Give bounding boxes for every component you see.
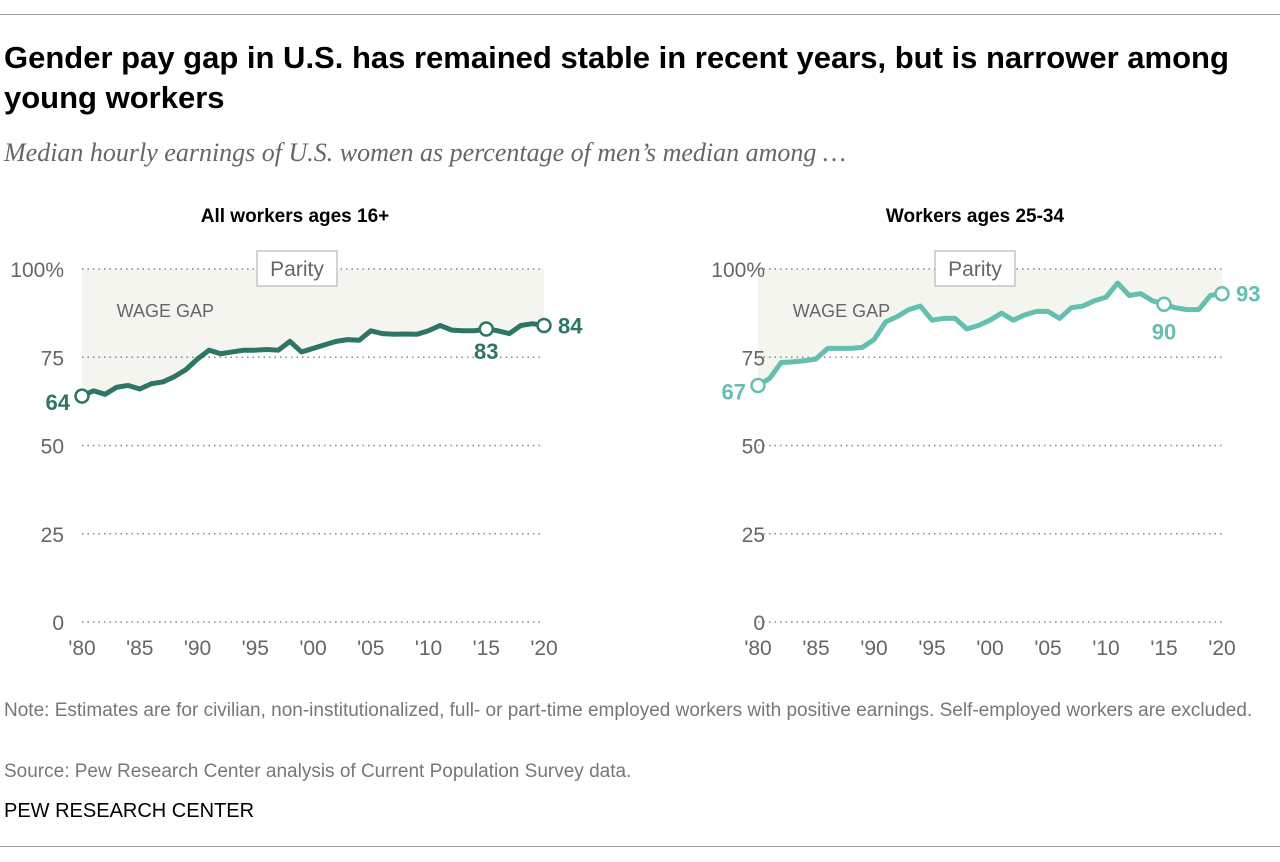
data-point-marker bbox=[536, 317, 552, 334]
series-line bbox=[80, 321, 545, 399]
wage-gap-label: WAGE GAP bbox=[793, 301, 890, 321]
y-tick-label: 100% bbox=[711, 259, 765, 282]
panel-title: Workers ages 25-34 bbox=[886, 206, 1065, 227]
x-tick-label: '85 bbox=[126, 637, 153, 660]
y-tick-label: 50 bbox=[742, 436, 765, 459]
wage-gap-area bbox=[82, 269, 544, 397]
parity-label: Parity bbox=[948, 258, 1002, 281]
parity-box bbox=[934, 250, 1016, 287]
x-tick-label: '00 bbox=[976, 637, 1003, 660]
data-label: 83 bbox=[474, 339, 498, 364]
x-tick-label: '15 bbox=[1150, 637, 1177, 660]
x-tick-label: '85 bbox=[802, 637, 829, 660]
x-tick-label: '10 bbox=[415, 637, 442, 660]
data-point-marker bbox=[1156, 296, 1172, 313]
parity-label: Parity bbox=[270, 258, 324, 281]
y-tick-label: 25 bbox=[742, 524, 765, 547]
x-tick-label: '15 bbox=[473, 637, 500, 660]
x-tick-label: '95 bbox=[242, 637, 269, 660]
data-label: 64 bbox=[46, 390, 71, 415]
data-point-marker bbox=[1214, 285, 1230, 302]
y-tick-label: 75 bbox=[742, 347, 765, 370]
x-tick-label: '20 bbox=[1208, 637, 1235, 660]
y-tick-label: 0 bbox=[753, 612, 765, 635]
data-point-marker bbox=[478, 321, 494, 337]
x-tick-label: '05 bbox=[357, 637, 384, 660]
data-point-marker bbox=[74, 388, 90, 404]
x-tick-label: '90 bbox=[860, 637, 887, 660]
note: Note: Estimates are for civilian, non-in… bbox=[4, 700, 1253, 721]
y-tick-label: 50 bbox=[41, 436, 64, 459]
y-tick-label: 25 bbox=[41, 524, 64, 547]
data-label: 84 bbox=[558, 313, 583, 338]
x-tick-label: '95 bbox=[918, 637, 945, 660]
data-label: 67 bbox=[722, 379, 746, 404]
bottom-rule bbox=[0, 846, 1280, 847]
source: Source: Pew Research Center analysis of … bbox=[4, 761, 632, 782]
x-tick-label: '80 bbox=[68, 637, 95, 660]
chart-title: Gender pay gap in U.S. has remained stab… bbox=[4, 40, 1229, 115]
x-tick-label: '20 bbox=[530, 637, 557, 660]
y-tick-label: 75 bbox=[41, 347, 64, 370]
y-tick-label: 100% bbox=[10, 259, 64, 282]
data-label: 90 bbox=[1152, 319, 1176, 344]
chart-subtitle: Median hourly earnings of U.S. women as … bbox=[4, 138, 847, 167]
x-tick-label: '10 bbox=[1092, 637, 1119, 660]
data-point-marker bbox=[750, 377, 766, 394]
series-line bbox=[756, 280, 1223, 388]
top-rule bbox=[0, 14, 1280, 15]
panel-title: All workers ages 16+ bbox=[201, 206, 390, 227]
data-label: 93 bbox=[1236, 282, 1260, 307]
wage-gap-area bbox=[758, 269, 1222, 386]
parity-box bbox=[256, 250, 338, 287]
x-tick-label: '05 bbox=[1034, 637, 1061, 660]
x-tick-label: '80 bbox=[744, 637, 771, 660]
x-tick-label: '00 bbox=[299, 637, 326, 660]
brand: PEW RESEARCH CENTER bbox=[4, 800, 255, 822]
wage-gap-label: WAGE GAP bbox=[117, 301, 214, 321]
y-tick-label: 0 bbox=[52, 612, 64, 635]
x-tick-label: '90 bbox=[184, 637, 211, 660]
